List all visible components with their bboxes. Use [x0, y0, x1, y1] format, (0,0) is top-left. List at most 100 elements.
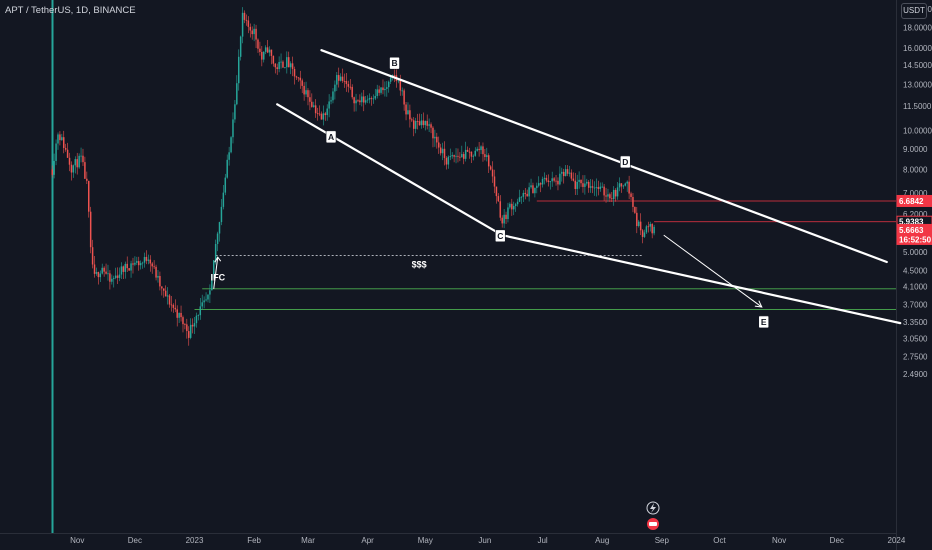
- candle-body: [374, 96, 377, 99]
- candle-body: [459, 156, 461, 158]
- candle-body: [501, 217, 503, 224]
- candle-body: [645, 226, 648, 233]
- candle-body: [449, 156, 452, 158]
- candle-body: [297, 77, 300, 79]
- candle-body: [164, 290, 167, 297]
- time-tick-label: Aug: [595, 536, 609, 545]
- candle-body: [295, 76, 298, 78]
- candle-body: [422, 120, 425, 126]
- candle-body: [207, 294, 209, 300]
- candle-body: [261, 51, 263, 60]
- candle-body: [332, 91, 334, 101]
- candle-body: [105, 271, 107, 274]
- candle-body: [201, 302, 203, 307]
- candle-body: [362, 96, 365, 103]
- candle-body: [70, 164, 73, 173]
- candle-body: [182, 317, 184, 325]
- candle-body: [103, 267, 105, 272]
- candle-body: [176, 309, 178, 318]
- candle-body: [503, 214, 505, 224]
- candle-body: [472, 155, 475, 157]
- ifc-arrowhead: [214, 256, 222, 263]
- candle-body: [486, 155, 488, 157]
- candle-body: [409, 110, 411, 120]
- candle-body: [287, 57, 290, 68]
- candle-body: [499, 201, 502, 218]
- candle-body: [180, 312, 182, 318]
- candle-body: [451, 155, 453, 157]
- candle-body: [212, 260, 215, 275]
- candle-body: [361, 96, 363, 103]
- candle-body: [584, 183, 586, 187]
- candle-body: [245, 19, 248, 21]
- candle-body: [151, 263, 153, 267]
- forecast-arrowhead: [754, 300, 763, 308]
- candle-body: [57, 134, 59, 144]
- ifc-arrow: [213, 257, 219, 289]
- candle-body: [414, 121, 417, 129]
- candle-body: [251, 30, 253, 35]
- candle-body: [270, 49, 273, 56]
- candle-body: [601, 186, 603, 188]
- currency-button[interactable]: USDT: [901, 3, 927, 19]
- time-tick-label: Nov: [70, 536, 84, 545]
- candle-body: [149, 259, 152, 264]
- candle-body: [63, 137, 65, 148]
- candle-body: [166, 295, 169, 297]
- wave-label-b: B: [391, 58, 397, 68]
- candle-body: [147, 259, 150, 261]
- price-tick-label: 8.0000: [903, 165, 928, 174]
- candle-body: [72, 165, 75, 173]
- candle-body: [134, 262, 136, 265]
- candle-body: [382, 87, 384, 91]
- time-tick-label: Oct: [713, 536, 726, 545]
- candle-body: [436, 136, 438, 143]
- candle-body: [114, 275, 117, 278]
- candle-body: [591, 186, 594, 188]
- candle-body: [312, 105, 315, 107]
- candle-body: [637, 221, 640, 227]
- wave-label-box: [494, 229, 506, 243]
- candle-body: [307, 90, 309, 98]
- time-tick-label: Jul: [537, 536, 547, 545]
- candle-body: [434, 136, 436, 139]
- candle-body: [299, 77, 302, 81]
- time-tick-label: 2023: [186, 536, 204, 545]
- candle-body: [316, 113, 319, 114]
- candle-body: [445, 157, 448, 165]
- candle-body: [172, 304, 175, 308]
- candle-body: [141, 262, 144, 264]
- symbol-info: APT / TetherUS, 1D, BINANCE: [5, 5, 136, 16]
- candle-body: [51, 169, 53, 175]
- candle-body: [607, 194, 609, 197]
- candle-body: [345, 81, 348, 84]
- candle-body: [162, 288, 165, 291]
- candle-body: [639, 221, 642, 231]
- candle-body: [366, 99, 369, 101]
- candle-body: [420, 120, 423, 126]
- time-tick-label: Apr: [361, 536, 374, 545]
- candle-body: [511, 203, 513, 210]
- candle-body: [157, 276, 159, 278]
- candle-body: [405, 104, 407, 115]
- candle-body: [184, 324, 186, 325]
- event-icon-glyph: [649, 522, 657, 526]
- candle-body: [257, 39, 259, 49]
- wave-label-box: [325, 130, 337, 144]
- candle-body: [612, 189, 615, 200]
- candle-body: [605, 195, 607, 197]
- candle-body: [341, 76, 344, 81]
- candle-body: [587, 181, 590, 188]
- candle-body: [418, 121, 421, 126]
- candle-body: [86, 178, 88, 181]
- price-tick-label: 3.7000: [903, 301, 928, 310]
- channel-trendline: [276, 103, 504, 237]
- candle-body: [113, 277, 115, 279]
- price-tick-label: 6.2000: [903, 210, 928, 219]
- candle-body: [253, 28, 255, 35]
- candle-body: [570, 172, 573, 179]
- candle-body: [349, 86, 352, 88]
- candle-body: [130, 263, 132, 271]
